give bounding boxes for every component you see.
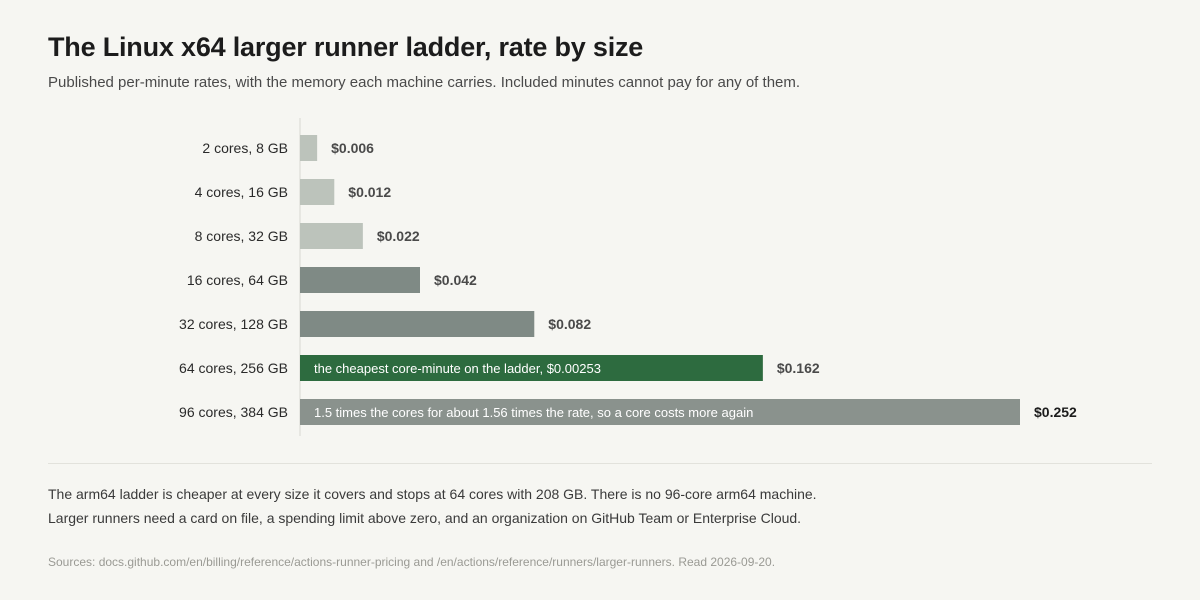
bar [300, 399, 1020, 425]
value-label: $0.252 [1034, 404, 1077, 420]
bar [300, 135, 318, 161]
bar [300, 223, 363, 249]
category-label: 2 cores, 8 GB [202, 140, 288, 156]
bar [300, 311, 535, 337]
footnote-requirements: Larger runners need a card on file, a sp… [48, 510, 802, 526]
bar-annotation: 1.5 times the cores for about 1.56 times… [314, 405, 753, 420]
bar-chart: 2 cores, 8 GB $0.006 4 cores, 16 GB $0.012 8… [179, 118, 1077, 436]
value-label: $0.012 [348, 184, 391, 200]
value-label: $0.006 [331, 140, 374, 156]
category-label: 32 cores, 128 GB [179, 316, 288, 332]
bar [300, 355, 763, 381]
category-label: 64 cores, 256 GB [179, 360, 288, 376]
bar [300, 179, 335, 205]
value-label: $0.042 [434, 272, 477, 288]
bar-annotation: the cheapest core-minute on the ladder, … [314, 361, 601, 376]
value-label: $0.082 [548, 316, 591, 332]
source-line: Sources: docs.github.com/en/billing/refe… [48, 555, 776, 569]
category-label: 96 cores, 384 GB [179, 404, 288, 420]
divider [48, 463, 1152, 464]
category-label: 16 cores, 64 GB [187, 272, 288, 288]
chart-subtitle: Published per-minute rates, with the mem… [48, 74, 801, 91]
footnote-arm64: The arm64 ladder is cheaper at every siz… [48, 486, 817, 502]
bar [300, 267, 420, 293]
value-label: $0.162 [777, 360, 820, 376]
value-label: $0.022 [377, 228, 420, 244]
category-label: 8 cores, 32 GB [195, 228, 288, 244]
category-label: 4 cores, 16 GB [195, 184, 288, 200]
chart-title: The Linux x64 larger runner ladder, rate… [48, 32, 644, 62]
